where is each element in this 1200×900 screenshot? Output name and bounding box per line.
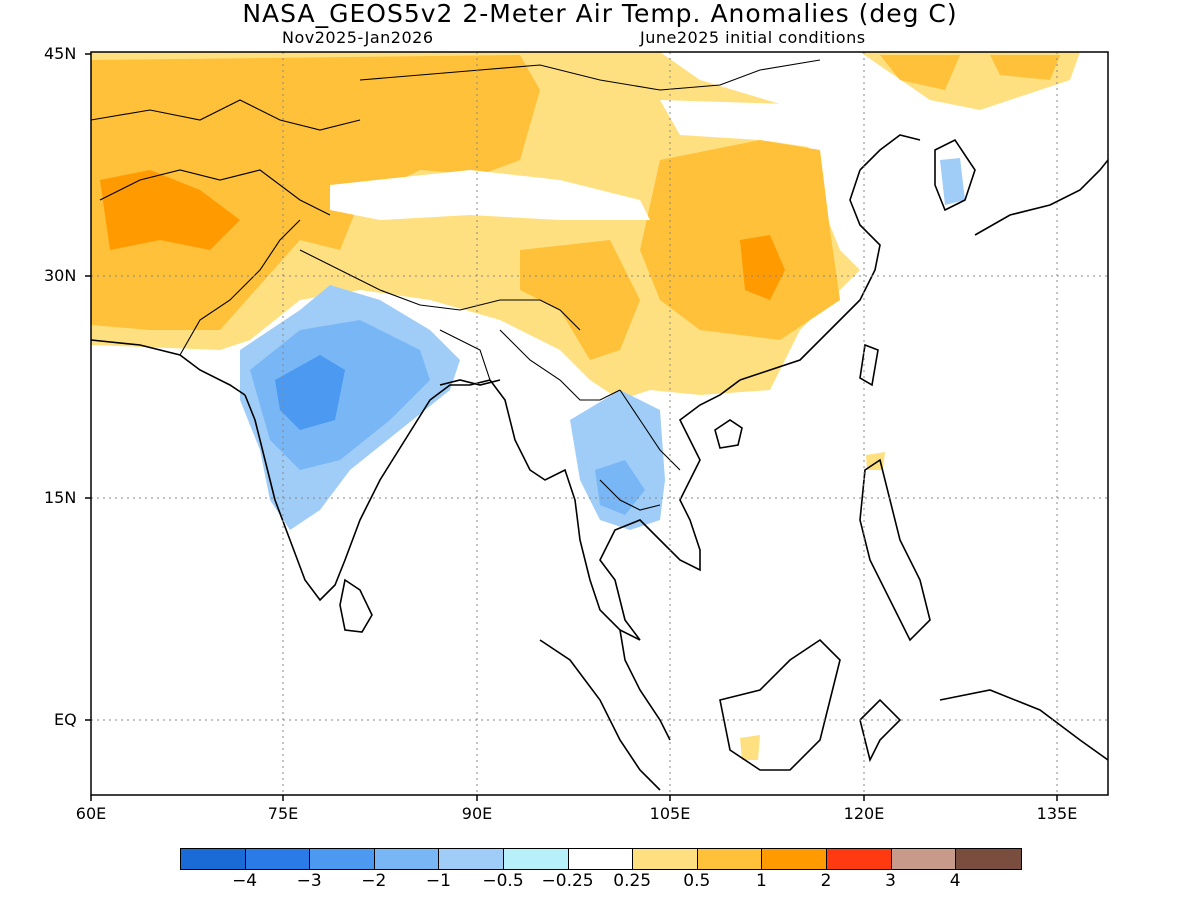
warm-region-tibet-patch [520,240,640,360]
colorbar-label: −2 [361,871,387,891]
lat-label-15n: 15N [44,488,77,507]
neutral-band-tibet [330,170,650,220]
colorbar-label: 0.25 [613,871,652,891]
cold-region-indochina-core [595,460,645,515]
map-title: NASA_GEOS5v2 2-Meter Air Temp. Anomalies… [242,0,958,28]
border-himalaya [299,249,581,331]
border-thailand-cambodia [599,479,661,511]
axis-ticks [85,53,1058,801]
forecast-period: Nov2025-Jan2026 [282,28,434,47]
colorbar-swatch [826,849,892,869]
coastline-japan [974,159,1108,236]
coastline-new-guinea [939,689,1108,761]
border-china-mongolia [359,59,821,91]
coastline-taiwan [859,343,879,387]
colorbar-swatch [503,849,569,869]
colorbar-label: 0.5 [683,871,711,891]
colorbar [180,848,1022,870]
lat-label-45n: 45N [44,44,77,63]
initial-conditions: June2025 initial conditions [640,28,866,47]
colorbar-label: −0.5 [482,871,524,891]
colorbar-label: 3 [885,871,896,891]
graticule [91,52,1108,795]
map-frame [90,51,1109,796]
country-borders [91,59,821,511]
coastline-bay-of-bengal-head [439,379,501,386]
cold-region-india-2 [275,355,345,430]
coastline-sulawesi [859,698,902,763]
coastline-thailand [599,479,701,641]
border-afghanistan [99,169,331,216]
warm-patch-borneo [740,735,760,760]
border-pakistan-india [179,219,301,356]
colorbar-swatch [245,849,311,869]
coastline-hainan [714,419,743,449]
coastline-vietnam [678,379,741,481]
colorbar-label: 1 [755,871,767,891]
coastline-sri-lanka [339,578,373,633]
colorbar-swatch [181,849,246,869]
neutral-band-mongolia [660,100,830,150]
warm-region-northeast-core [880,55,960,90]
colorbar-swatch [633,849,698,869]
warm-region-northeast-patch [990,55,1060,80]
cold-region-indochina [570,390,665,530]
colorbar-label: −1 [425,871,451,891]
coastline-myanmar [489,379,641,641]
coastlines [91,134,1108,791]
lon-label-75e: 75E [267,804,299,823]
border-bangladesh [439,329,491,381]
colorbar-swatch [374,849,440,869]
lon-label-135e: 135E [1036,804,1078,823]
colorbar-swatch [439,849,504,869]
colorbar-swatch [762,849,827,869]
lat-label-30n: 30N [44,266,77,285]
coastline-arabia-pakistan [91,339,246,396]
coastline-malay-peninsula [619,629,671,741]
lat-label-eq: EQ [54,710,77,729]
coastline-india [244,379,491,602]
border-central-asia [91,99,361,131]
colorbar-label: −4 [232,871,258,891]
anomaly-fill [91,52,1080,760]
border-myanmar-china [499,329,621,401]
coastline-philippines [859,458,931,642]
lon-label-60e: 60E [75,804,107,823]
coastline-borneo [719,638,841,771]
warm-region-west-strong [100,170,240,250]
coastline-korea [934,138,976,212]
colorbar-label: 4 [949,871,961,891]
colorbar-swatch [956,849,1021,869]
coastline-china-south [739,169,881,381]
warm-region-china-core [740,235,785,300]
colorbar-label: −3 [296,871,322,891]
cold-patch-korea [940,158,965,205]
warm-region-west-core [91,55,540,330]
colorbar-swatch [697,849,763,869]
colorbar-label: −0.25 [541,871,594,891]
coastline-sumatra [539,639,661,791]
lon-label-120e: 120E [843,804,885,823]
colorbar-swatch [568,849,634,869]
lon-label-90e: 90E [461,804,493,823]
colorbar-swatch [891,849,957,869]
colorbar-swatch [310,849,375,869]
lon-label-105e: 105E [649,804,691,823]
coastline-bohai [859,134,921,171]
colorbar-label: 2 [820,871,832,891]
